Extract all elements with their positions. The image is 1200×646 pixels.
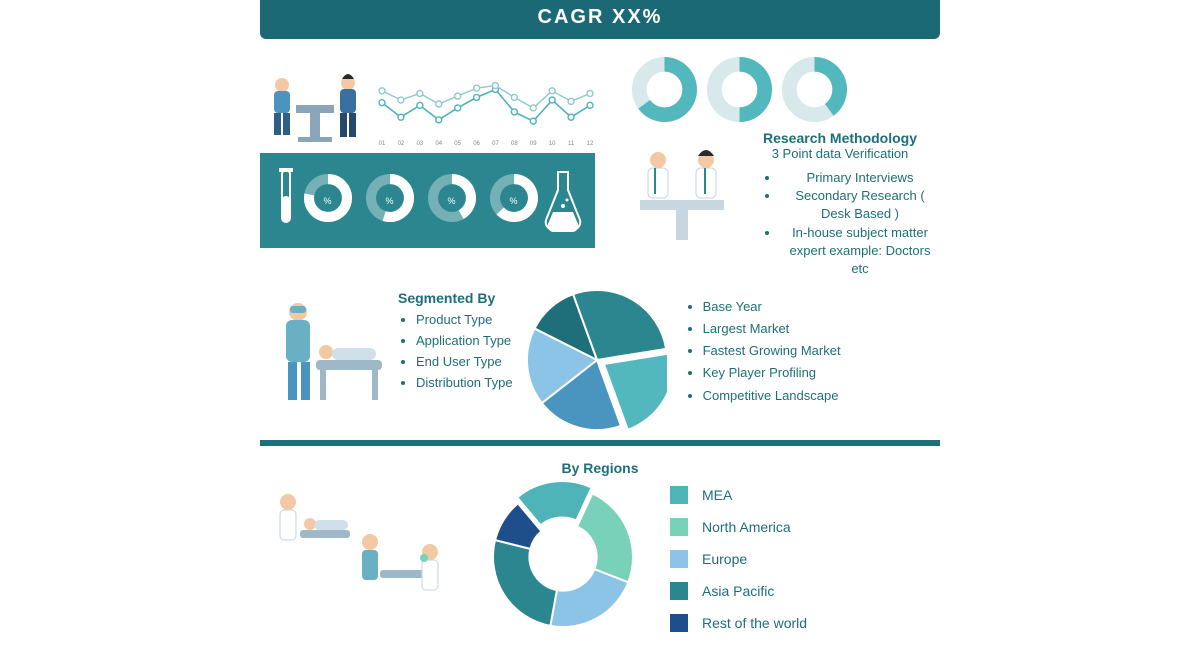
attribute-item: Competitive Landscape [703, 385, 841, 407]
methodology-subtitle: 3 Point data Verification [740, 146, 940, 161]
segmented-item: Application Type [416, 331, 513, 352]
legend-swatch [670, 518, 688, 536]
methodology-text: Research Methodology 3 Point data Verifi… [740, 130, 940, 278]
segmented-item: End User Type [416, 352, 513, 373]
methodology-list: Primary InterviewsSecondary Research ( D… [780, 169, 940, 278]
donuts-top [632, 57, 940, 122]
legend-swatch [670, 486, 688, 504]
desk-illustration [632, 130, 732, 250]
methodology-item: Secondary Research ( Desk Based ) [780, 187, 940, 223]
section-regions: By Regions [260, 460, 940, 646]
lab-donut: % [428, 174, 476, 227]
attribute-item: Fastest Growing Market [703, 340, 841, 362]
legend-label: Rest of the world [702, 615, 807, 631]
col-left: 01 02 03 04 05 06 07 08 09 10 11 12 %%%% [260, 57, 596, 248]
svg-text:03: 03 [416, 141, 423, 147]
legend-item: Europe [670, 550, 807, 568]
donut-metric [707, 57, 772, 122]
col-right: Research Methodology 3 Point data Verifi… [610, 57, 940, 278]
lab-donut-label: % [366, 174, 414, 227]
lab-donut: % [366, 174, 414, 227]
attribute-item: Key Player Profiling [703, 362, 841, 384]
interview-illustration [260, 57, 370, 147]
svg-text:11: 11 [568, 141, 575, 147]
svg-text:05: 05 [454, 141, 461, 147]
hospital-illustration [260, 482, 460, 632]
segment-pie [527, 290, 667, 430]
surgery-illustration [260, 290, 390, 410]
legend-label: MEA [702, 487, 732, 503]
infographic-page: CAGR XX% [260, 0, 940, 646]
legend-item: Asia Pacific [670, 582, 807, 600]
legend-label: North America [702, 519, 791, 535]
line-chart: 01 02 03 04 05 06 07 08 09 10 11 12 [376, 57, 596, 147]
segmented-title: Segmented By [398, 290, 513, 306]
regions-legend: MEA North America Europe Asia Pacific Rest o… [670, 486, 807, 646]
svg-text:08: 08 [511, 141, 518, 147]
regions-row: MEA North America Europe Asia Pacific Rest o… [260, 482, 940, 646]
svg-text:06: 06 [473, 141, 480, 147]
legend-item: Rest of the world [670, 614, 807, 632]
legend-swatch [670, 614, 688, 632]
lab-metrics-box: %%%% [260, 153, 595, 248]
lab-donut: % [304, 174, 352, 227]
flask-icon [543, 166, 583, 236]
lab-donuts: %%%% [304, 174, 538, 227]
lab-donut: % [490, 174, 538, 227]
svg-text:10: 10 [549, 141, 556, 147]
methodology-item: Primary Interviews [780, 169, 940, 187]
interview-and-chart: 01 02 03 04 05 06 07 08 09 10 11 12 [260, 57, 596, 147]
regions-title: By Regions [260, 460, 940, 476]
attribute-item: Base Year [703, 296, 841, 318]
lab-donut-label: % [428, 174, 476, 227]
legend-item: MEA [670, 486, 807, 504]
legend-label: Asia Pacific [702, 583, 774, 599]
svg-text:02: 02 [398, 141, 405, 147]
attribute-item: Largest Market [703, 318, 841, 340]
lab-donut-label: % [304, 174, 352, 227]
svg-text:07: 07 [492, 141, 499, 147]
methodology-title: Research Methodology [740, 130, 940, 146]
svg-text:04: 04 [435, 141, 442, 147]
segmented-list-block: Segmented By Product TypeApplication Typ… [398, 290, 513, 393]
segmented-list: Product TypeApplication TypeEnd User Typ… [416, 310, 513, 393]
methodology-item: In-house subject matter expert example: … [780, 224, 940, 279]
legend-swatch [670, 550, 688, 568]
test-tube-icon [273, 166, 299, 236]
section-top: 01 02 03 04 05 06 07 08 09 10 11 12 %%%% [260, 57, 940, 278]
legend-swatch [670, 582, 688, 600]
donut-metric [782, 57, 847, 122]
segmented-item: Product Type [416, 310, 513, 331]
legend-label: Europe [702, 551, 747, 567]
segmented-item: Distribution Type [416, 373, 513, 394]
section-segmented: Segmented By Product TypeApplication Typ… [260, 290, 940, 446]
attributes-list: Base YearLargest MarketFastest Growing M… [703, 296, 841, 406]
regions-donut [488, 482, 638, 632]
svg-text:12: 12 [587, 141, 594, 147]
methodology-block: Research Methodology 3 Point data Verifi… [632, 130, 940, 278]
header-bar: CAGR XX% [260, 0, 940, 39]
lab-donut-label: % [490, 174, 538, 227]
donut-metric [632, 57, 697, 122]
attributes-block: Base YearLargest MarketFastest Growing M… [685, 296, 841, 406]
legend-item: North America [670, 518, 807, 536]
svg-text:01: 01 [379, 141, 386, 147]
svg-text:09: 09 [530, 141, 537, 147]
header-text: CAGR XX% [538, 6, 663, 28]
